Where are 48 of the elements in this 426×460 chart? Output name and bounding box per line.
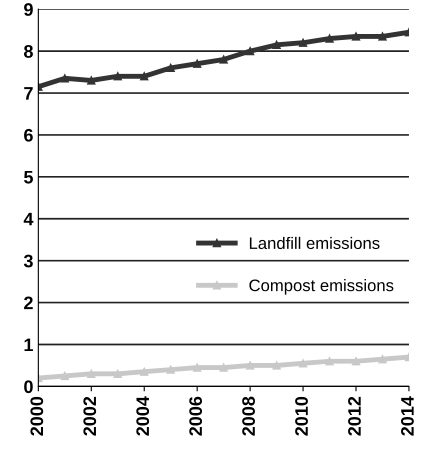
- point: [272, 40, 281, 49]
- point: [140, 72, 148, 80]
- point: [246, 361, 254, 370]
- x-tick-label: 2008: [242, 396, 255, 436]
- y-tick-label: 3: [24, 254, 33, 268]
- y-tick-label: 5: [24, 170, 33, 184]
- line-series: [38, 352, 409, 382]
- legend-label: Compost emissions: [249, 279, 394, 295]
- point: [87, 76, 96, 85]
- point: [298, 38, 308, 47]
- x-tick-label: 2002: [83, 396, 96, 436]
- y-tick-label: 0: [24, 380, 33, 394]
- point: [298, 359, 308, 368]
- point: [166, 365, 175, 374]
- x-tick-label: 2000: [30, 396, 44, 436]
- x-tick-label: 2012: [348, 396, 361, 436]
- point: [352, 32, 360, 41]
- y-tick-label: 9: [24, 3, 33, 16]
- point: [140, 368, 148, 376]
- point: [325, 34, 334, 43]
- point: [87, 370, 96, 378]
- point: [325, 357, 334, 366]
- point: [219, 363, 228, 372]
- y-tick-label: 1: [24, 338, 33, 352]
- point: [352, 357, 360, 366]
- point: [60, 372, 69, 380]
- point: [219, 55, 228, 64]
- line-series: [38, 28, 409, 91]
- x-tick-label: 2004: [136, 396, 150, 436]
- legend-label: Landfill emissions: [250, 236, 380, 250]
- point: [193, 60, 202, 68]
- point: [378, 354, 387, 364]
- point: [114, 370, 122, 378]
- x-tick-label: 2006: [189, 396, 202, 436]
- x-tick-label: 2010: [295, 396, 308, 436]
- x-tick-label: 2014: [401, 396, 414, 436]
- y-tick-label: 4: [24, 212, 34, 226]
- point: [272, 361, 281, 370]
- point: [166, 64, 175, 72]
- point: [378, 32, 387, 41]
- point: [193, 363, 202, 372]
- point: [246, 46, 254, 56]
- point: [114, 72, 122, 80]
- y-tick-label: 2: [24, 296, 33, 310]
- point: [60, 74, 69, 83]
- y-tick-label: 8: [24, 45, 33, 58]
- y-tick-label: 7: [24, 87, 33, 100]
- y-tick-label: 6: [24, 128, 33, 142]
